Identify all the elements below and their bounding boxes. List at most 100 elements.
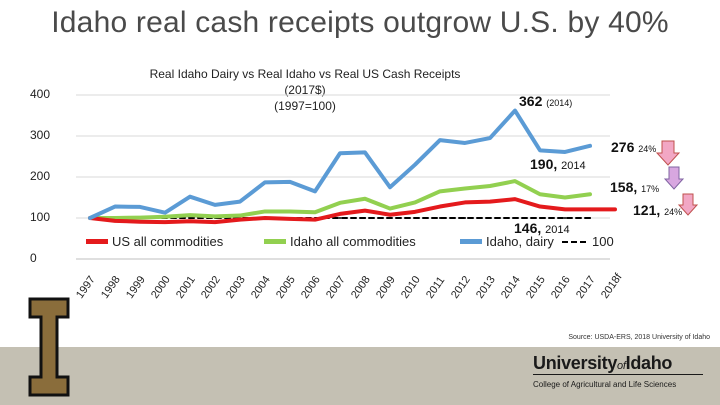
data-point-baseline-100-2001 xyxy=(189,217,191,219)
legend-swatch-idaho-dairy xyxy=(460,239,482,244)
legend-swatch-idaho-all xyxy=(264,239,286,244)
series-layer xyxy=(88,108,617,225)
data-point-us-all-2008 xyxy=(364,209,366,212)
data-point-idaho-dairy-2009 xyxy=(389,186,391,189)
data-point-us-all-2002 xyxy=(214,221,216,224)
data-point-us-all-2000 xyxy=(164,221,166,224)
data-point-us-all-2012 xyxy=(464,201,466,204)
data-point-idaho-dairy-1999 xyxy=(139,205,141,208)
data-point-us-all-2016 xyxy=(564,208,566,211)
data-point-idaho-dairy-1997 xyxy=(89,217,91,219)
data-point-idaho-all-2004 xyxy=(264,210,266,213)
legend-label-us-all: US all commodities xyxy=(112,234,224,249)
legend-label-idaho-all: Idaho all commodities xyxy=(290,234,416,249)
data-point-idaho-all-2010 xyxy=(414,201,416,204)
data-point-baseline-100-2017 xyxy=(589,217,591,219)
data-point-idaho-all-1998 xyxy=(114,217,116,219)
data-point-idaho-all-1999 xyxy=(139,216,141,219)
university-name-main: University xyxy=(533,353,618,373)
data-point-idaho-all-2007 xyxy=(339,201,341,204)
data-point-idaho-all-2001 xyxy=(189,214,191,217)
data-point-baseline-100-2013 xyxy=(489,217,491,219)
data-point-us-all-2006 xyxy=(314,218,316,221)
legend-item-baseline: 100 xyxy=(562,234,614,249)
legend-swatch-us-all xyxy=(86,239,108,244)
data-point-baseline-100-2015 xyxy=(539,217,541,219)
y-tick-400: 400 xyxy=(30,87,51,101)
chart-subtitle: (1997=100) xyxy=(274,99,336,113)
legend-label-idaho-dairy: Idaho, dairy xyxy=(486,234,554,249)
annotation-dairy-2017-value: 276 xyxy=(611,139,635,155)
change-arrows xyxy=(655,140,699,216)
line-chart xyxy=(76,94,699,260)
data-point-baseline-100-2008 xyxy=(364,217,366,219)
data-point-idaho-all-2006 xyxy=(314,211,316,214)
footer-band xyxy=(0,347,720,405)
legend-label-baseline: 100 xyxy=(592,234,614,249)
arrow-dairy-change xyxy=(655,140,681,166)
data-point-idaho-dairy-2014 xyxy=(514,109,516,112)
chart-title-text: Real Idaho Dairy vs Real Idaho vs Real U… xyxy=(149,67,461,97)
annotation-us-2017-pct: 24% xyxy=(664,207,683,217)
data-point-us-all-2013 xyxy=(489,200,491,203)
data-point-idaho-dairy-2001 xyxy=(189,195,191,198)
data-point-us-all-2014 xyxy=(514,198,516,201)
y-tick-300: 300 xyxy=(30,128,51,142)
data-point-idaho-dairy-2010 xyxy=(414,163,416,166)
annotation-idaho-peak-note: 2014 xyxy=(561,160,586,172)
y-tick-0: 0 xyxy=(30,251,37,265)
annotation-dairy-2017-pct: 24% xyxy=(638,144,657,154)
data-point-us-all-2007 xyxy=(339,212,341,215)
annotation-idaho-peak-value: 190, xyxy=(530,156,558,172)
data-point-us-all-1998 xyxy=(114,219,116,222)
annotation-dairy-peak: 362 (2014) xyxy=(519,93,572,109)
data-point-idaho-dairy-2016 xyxy=(564,150,566,153)
series-line-us-all xyxy=(88,197,617,225)
data-point-us-all-1999 xyxy=(139,220,141,223)
annotation-us-peak: 146, 2014 xyxy=(514,220,570,236)
annotation-us-peak-note: 2014 xyxy=(545,224,570,236)
data-point-us-all-2017 xyxy=(589,208,591,211)
data-point-baseline-100-2009 xyxy=(389,217,391,219)
data-point-us-all-2001 xyxy=(189,220,191,223)
data-point-baseline-100-2014 xyxy=(514,217,516,219)
legend-item-idaho-all: Idaho all commodities xyxy=(264,234,416,249)
data-point-baseline-100-2010 xyxy=(414,217,416,219)
annotation-us-2017-value: 121, xyxy=(633,202,661,218)
data-point-us-all-2010 xyxy=(414,210,416,213)
data-point-idaho-all-2011 xyxy=(439,190,441,193)
data-point-idaho-all-2005 xyxy=(289,210,291,213)
data-point-us-all-2015 xyxy=(539,205,541,208)
university-name: UniversityofIdaho xyxy=(533,353,713,376)
y-tick-200: 200 xyxy=(30,169,51,183)
chart-title: Real Idaho Dairy vs Real Idaho vs Real U… xyxy=(140,66,470,114)
y-tick-100: 100 xyxy=(30,210,51,224)
college-name: College of Agricultural and Life Science… xyxy=(533,380,677,389)
university-name-of: of xyxy=(617,360,626,372)
data-point-idaho-all-2000 xyxy=(164,215,166,218)
data-point-idaho-all-2013 xyxy=(489,185,491,188)
data-point-us-all-2011 xyxy=(439,205,441,208)
wordmark-rule xyxy=(533,374,703,375)
annotation-dairy-peak-value: 362 xyxy=(519,93,543,109)
data-point-idaho-all-2015 xyxy=(539,193,541,196)
data-point-idaho-dairy-2003 xyxy=(239,200,241,203)
source-note: Source: USDA-ERS, 2018 University of Ida… xyxy=(568,334,710,341)
slide-title: Idaho real cash receipts outgrow U.S. by… xyxy=(51,6,669,39)
data-point-idaho-dairy-2013 xyxy=(489,137,491,140)
data-point-idaho-all-2009 xyxy=(389,207,391,210)
data-point-idaho-all-2012 xyxy=(464,187,466,190)
data-point-idaho-all-2002 xyxy=(214,215,216,218)
arrow-us-change xyxy=(677,193,699,216)
annotation-dairy-peak-note: (2014) xyxy=(546,98,573,108)
data-point-idaho-dairy-2015 xyxy=(539,149,541,152)
university-i-logo xyxy=(28,297,70,397)
data-point-idaho-dairy-2017 xyxy=(589,144,591,147)
annotation-us-peak-value: 146, xyxy=(514,220,542,236)
annotation-idaho-peak: 190, 2014 xyxy=(530,156,586,172)
university-wordmark: UniversityofIdaho College of Agricultura… xyxy=(533,353,713,390)
data-point-idaho-all-2017 xyxy=(589,193,591,196)
data-point-idaho-dairy-2005 xyxy=(289,180,291,183)
university-name-state: Idaho xyxy=(625,353,673,373)
legend-item-us-all: US all commodities xyxy=(86,234,223,249)
